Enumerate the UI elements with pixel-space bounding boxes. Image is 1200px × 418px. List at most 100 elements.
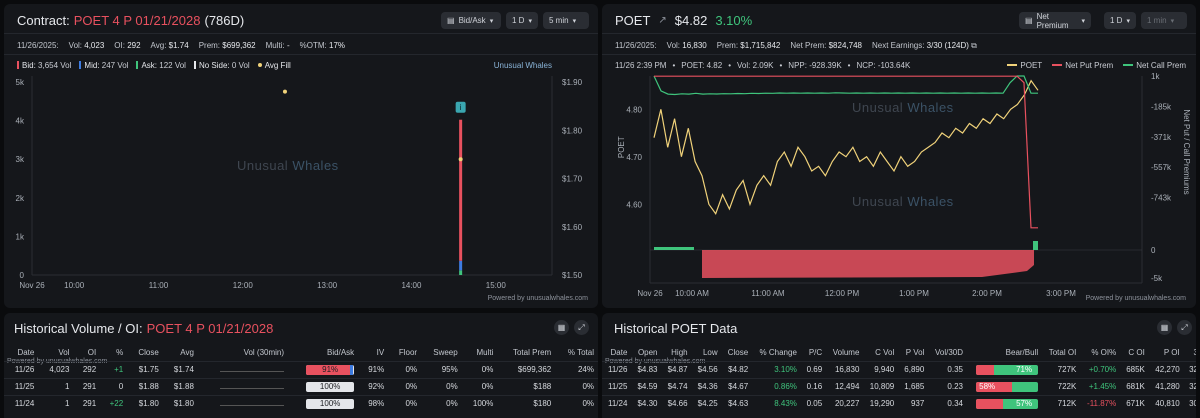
table-cell: 95% <box>421 360 462 378</box>
bear-bull-bar: 57% <box>976 398 1039 409</box>
expand-icon[interactable]: ⤢ <box>574 320 589 335</box>
column-header[interactable]: Bid/Ask <box>327 348 355 358</box>
range-label: 1 D <box>1110 16 1123 25</box>
table-cell: 0% <box>555 394 598 412</box>
crosshair-time: 11/26 2:39 PM <box>615 61 667 70</box>
table-row[interactable]: 11/26 $4.83 $4.87 $4.56 $4.82 3.10% 0.69 16,830… <box>602 360 1196 378</box>
table-cell: 1,685 <box>898 377 929 395</box>
column-header[interactable]: Volume <box>832 348 860 358</box>
range-select[interactable]: 1 D ▾ <box>1104 12 1136 29</box>
table-cell <box>197 394 289 412</box>
stat-earnings[interactable]: Next Earnings: 3/30 (124D) ⧉ <box>871 41 977 50</box>
table-view-icon[interactable]: ▦ <box>1157 320 1172 335</box>
legend-avgfill[interactable]: Avg Fill <box>257 61 291 70</box>
column-header[interactable]: Total Prem <box>512 348 552 358</box>
expand-icon[interactable]: ⤢ <box>1177 320 1192 335</box>
column-header[interactable]: % Total <box>567 348 594 358</box>
crosshair-vol: Vol: 2.09K <box>737 61 774 70</box>
table-cell: 8.43% <box>752 394 801 412</box>
divider <box>4 33 598 34</box>
table-cell: 11/24 <box>4 394 39 412</box>
table-row[interactable]: 11/25 1 291 0 $1.88 $1.88 100% 92% 0% 0% 0% $188 0% <box>4 377 598 395</box>
column-header[interactable]: Avg <box>180 348 194 358</box>
column-header[interactable]: Close <box>138 348 159 358</box>
table-cell: 91% <box>288 360 359 378</box>
x-tick: Nov 26 <box>637 289 663 298</box>
legend-poet[interactable]: POET <box>1007 61 1042 70</box>
table-cell: 1 <box>38 394 74 412</box>
table-cell: $4.63 <box>721 394 753 412</box>
column-header[interactable]: Vol (30min) <box>243 348 285 358</box>
table-row[interactable]: 11/24 $4.30 $4.66 $4.25 $4.63 8.43% 0.05 20,227… <box>602 394 1196 412</box>
legend-mid[interactable]: Mid: 247 Vol <box>79 61 128 70</box>
table-view-icon[interactable]: ▦ <box>554 320 569 335</box>
column-header[interactable]: High <box>671 348 688 358</box>
chart-mode-label: Net Premium <box>1036 11 1069 30</box>
trade-marker-label: i <box>460 103 462 112</box>
chart-mode-select[interactable]: ▤ Net Premium ▾ <box>1019 11 1091 30</box>
column-header[interactable]: Vol/30D <box>934 348 963 358</box>
column-header[interactable]: Vol <box>58 348 70 358</box>
column-header[interactable]: % OI% <box>1091 348 1117 358</box>
column-header[interactable]: Open <box>637 348 658 358</box>
stat-avg: Avg: $1.74 <box>150 41 189 50</box>
ticker[interactable]: POET <box>615 13 651 28</box>
stat-prem: Prem: $699,362 <box>198 41 256 50</box>
column-header[interactable]: 3 <box>1193 348 1196 358</box>
chevron-down-icon: ▾ <box>489 17 494 25</box>
table-cell: 937 <box>898 394 929 412</box>
column-header[interactable]: P Vol <box>905 348 925 358</box>
column-header[interactable]: Date <box>610 348 628 358</box>
stat-date: 11/26/2025: <box>17 41 59 50</box>
table-cell: 6,890 <box>898 360 929 378</box>
table-cell: $4.87 <box>661 360 692 378</box>
bar-ask <box>459 270 463 275</box>
price: $4.82 <box>674 13 708 28</box>
legend-ask[interactable]: Ask: 122 Vol <box>136 61 186 70</box>
chart-mode-select[interactable]: ▤ Bid/Ask ▾ <box>441 12 501 29</box>
table-row[interactable]: 11/24 1 291 +22 $1.80 $1.80 100% 98% 0% 0% 100% $18… <box>4 394 598 412</box>
table-row[interactable]: 11/26 4,023 292 +1 $1.75 $1.74 91% 91% 0% 95% 0% $6… <box>4 360 598 378</box>
legend-noside[interactable]: No Side: 0 Vol <box>193 61 250 70</box>
column-header[interactable]: Sweep <box>433 348 458 358</box>
column-header[interactable]: % <box>116 348 124 358</box>
bid-ask-pct: 100% <box>319 381 341 391</box>
chart-icon: ▤ <box>1025 16 1033 25</box>
column-header[interactable]: IV <box>376 348 385 358</box>
x-tick: Nov 26 <box>19 281 45 290</box>
column-header[interactable]: Floor <box>398 348 418 358</box>
column-header[interactable]: Close <box>727 348 749 358</box>
column-header[interactable]: Date <box>17 348 35 358</box>
range-select[interactable]: 1 D ▾ <box>506 12 538 29</box>
legend-bid[interactable]: Bid: 3,654 Vol <box>17 61 71 70</box>
column-header[interactable]: Low <box>702 348 718 358</box>
column-header[interactable]: % Change <box>759 348 797 358</box>
table-contract[interactable]: POET 4 P 01/21/2028 <box>146 321 274 336</box>
net-premium-chart: 4.60 4.70 4.80 POET 1k -185k -371k -557k -743k Ne… <box>617 72 1191 298</box>
table-cell: $4.82 <box>721 360 753 378</box>
interval-select[interactable]: 5 min ▾ <box>543 12 589 29</box>
stat-vol: Vol: 16,830 <box>666 41 707 50</box>
column-header[interactable]: P OI <box>1163 348 1180 358</box>
column-header[interactable]: P/C <box>808 348 823 358</box>
legend-netcall[interactable]: Net Call Prem <box>1123 61 1186 70</box>
column-header[interactable]: Multi <box>476 348 494 358</box>
column-header[interactable]: Bear/Bull <box>1005 348 1039 358</box>
table-cell: 0% <box>388 377 422 395</box>
stock-stats: 11/26/2025: Vol: 16,830 Prem: $1,715,842… <box>615 41 977 51</box>
table-row[interactable]: 11/25 $4.59 $4.74 $4.36 $4.67 0.86% 0.16 12,494… <box>602 377 1196 395</box>
contract-name[interactable]: POET 4 P 01/21/2028 <box>73 13 201 28</box>
external-link-icon[interactable]: ⧉ <box>971 41 977 50</box>
column-header[interactable]: OI <box>87 348 97 358</box>
historical-volume-table: Date Vol OI% Close Avg Vol (30min) Bid/Ask IV Fl… <box>4 345 598 412</box>
stock-chart-panel: POET ↗ $4.82 3.10% ▤ Net Premium ▾ 1 D ▾… <box>602 4 1196 308</box>
stat-otm: %OTM: 17% <box>299 41 346 50</box>
column-header[interactable]: C OI <box>1128 348 1145 358</box>
legend-netput[interactable]: Net Put Prem <box>1052 61 1113 70</box>
stat-vol: Vol: 4,023 <box>68 41 105 50</box>
column-header[interactable]: Total OI <box>1048 348 1077 358</box>
table-cell: $4.30 <box>631 394 662 412</box>
table-cell: 42,270 <box>1148 360 1184 378</box>
table-header: Date Vol OI% Close Avg Vol (30min) Bid/Ask IV Fl… <box>4 345 598 361</box>
column-header[interactable]: C Vol <box>875 348 895 358</box>
